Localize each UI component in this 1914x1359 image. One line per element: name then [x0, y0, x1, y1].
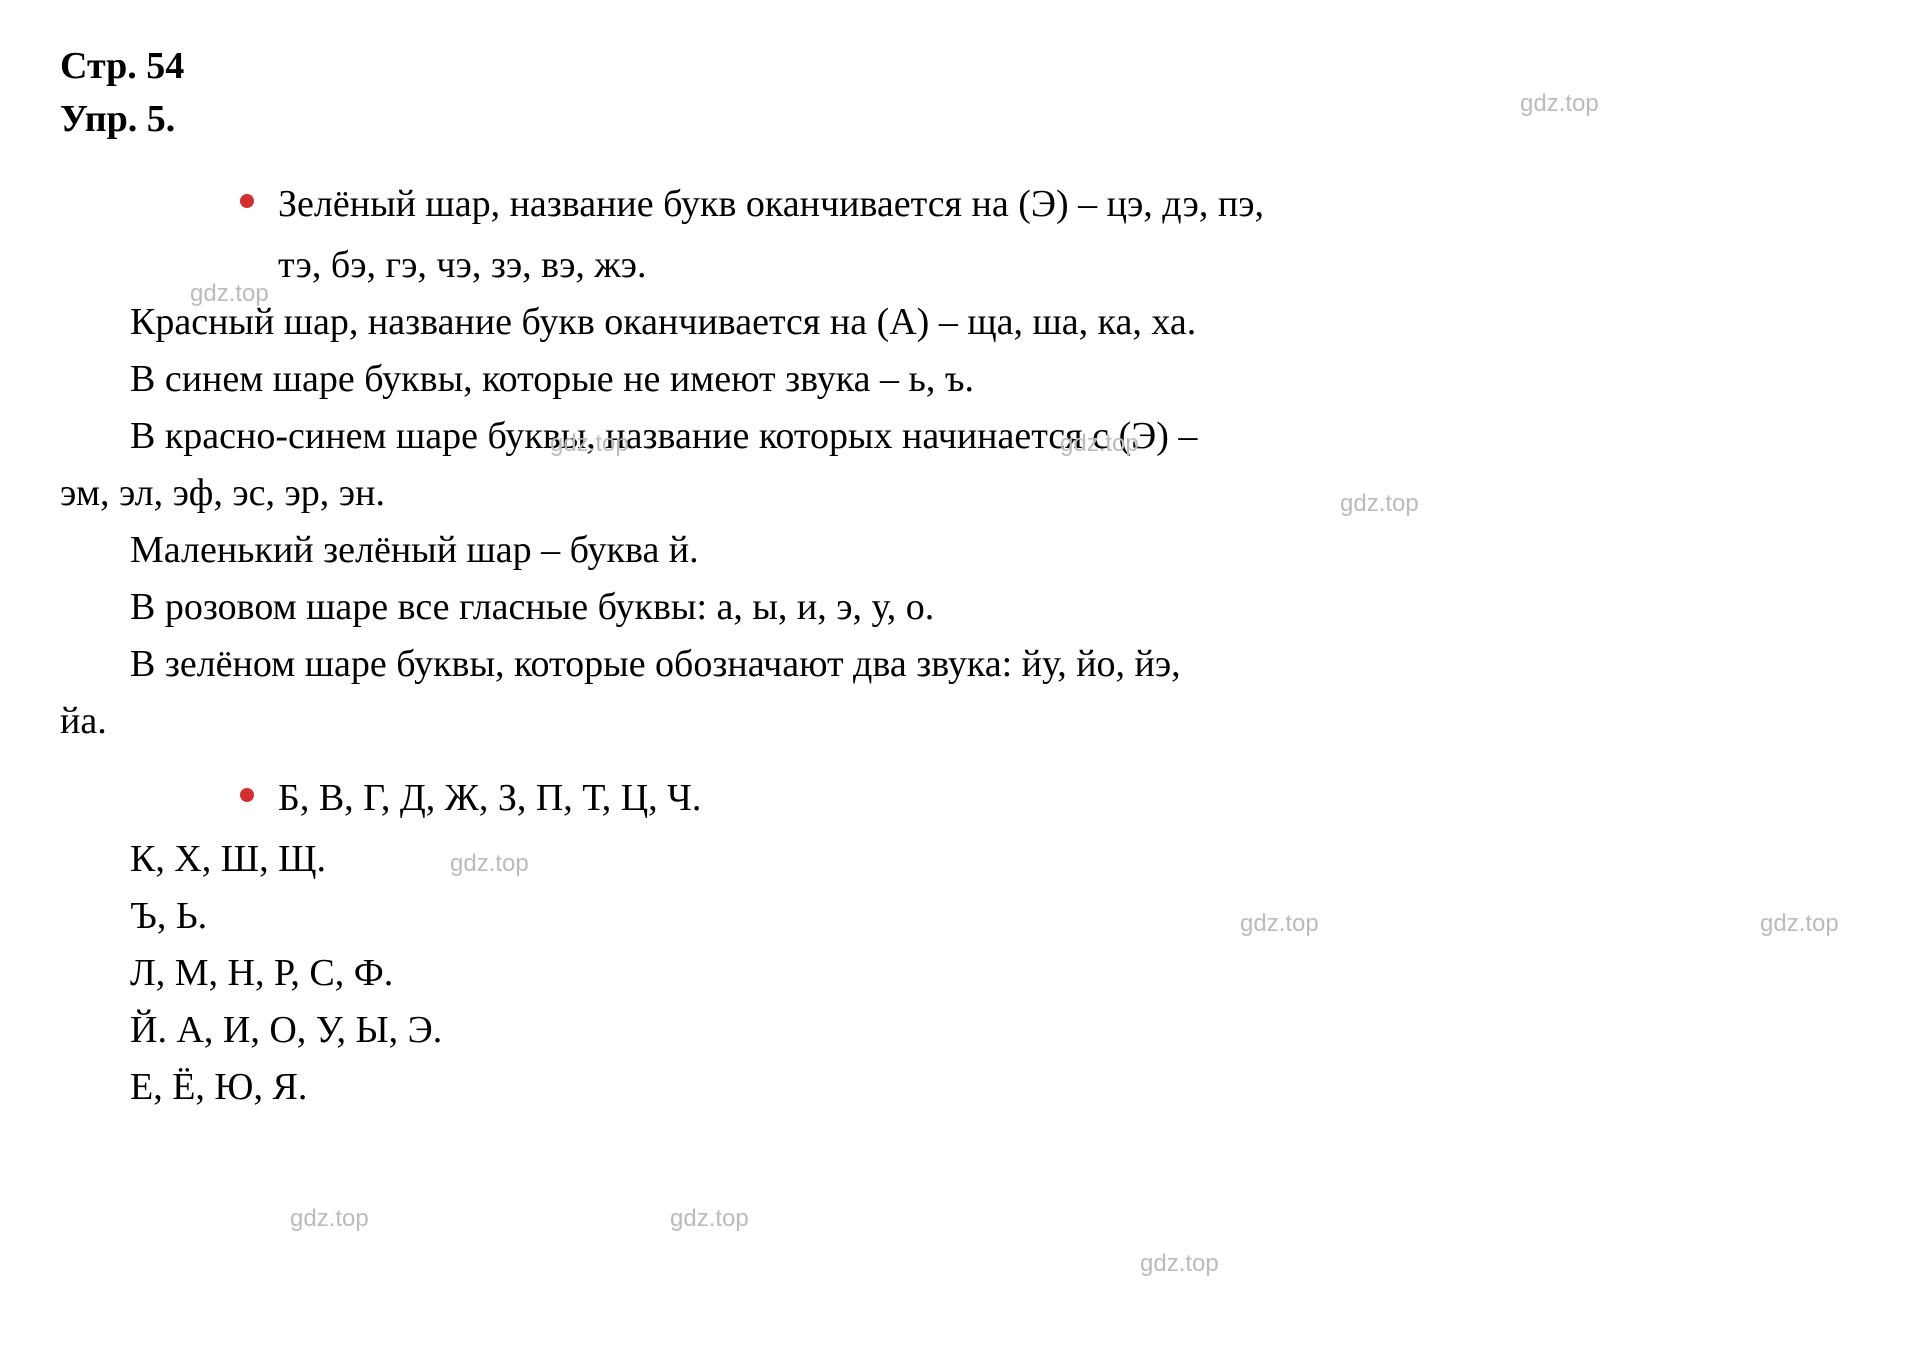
- text-line: К, Х, Ш, Щ.: [60, 831, 1854, 888]
- text-line: В синем шаре буквы, которые не имеют зву…: [60, 351, 1854, 408]
- text-line: Л, М, Н, Р, С, Ф.: [60, 945, 1854, 1002]
- bullet-dot-icon: [240, 194, 254, 208]
- text-line: йа.: [60, 693, 1854, 750]
- section-2: Б, В, Г, Д, Ж, З, П, Т, Ц, Ч. К, Х, Ш, Щ…: [60, 770, 1854, 1116]
- watermark: gdz.top: [670, 1205, 749, 1233]
- exercise-number: Упр. 5.: [60, 93, 1854, 146]
- text-line: Ъ, Ь.: [60, 888, 1854, 945]
- bullet-text: Зелёный шар, название букв оканчивается …: [278, 176, 1264, 233]
- section-1: Зелёный шар, название букв оканчивается …: [60, 176, 1854, 750]
- text-line: Маленький зелёный шар – буква й.: [60, 522, 1854, 579]
- text-line: Е, Ё, Ю, Я.: [60, 1059, 1854, 1116]
- bullet-text: Б, В, Г, Д, Ж, З, П, Т, Ц, Ч.: [278, 770, 701, 827]
- watermark: gdz.top: [290, 1205, 369, 1233]
- text-line: В зелёном шаре буквы, которые обозначают…: [60, 636, 1854, 693]
- text-line: В розовом шаре все гласные буквы: а, ы, …: [60, 579, 1854, 636]
- bullet-item: Б, В, Г, Д, Ж, З, П, Т, Ц, Ч.: [60, 770, 1854, 827]
- text-line: Й. А, И, О, У, Ы, Э.: [60, 1002, 1854, 1059]
- text-line: эм, эл, эф, эс, эр, эн.: [60, 465, 1854, 522]
- document-header: Стр. 54 Упр. 5.: [60, 40, 1854, 146]
- text-line: Красный шар, название букв оканчивается …: [60, 294, 1854, 351]
- page-number: Стр. 54: [60, 40, 1854, 93]
- text-line: В красно-синем шаре буквы, название кото…: [60, 408, 1854, 465]
- document-content: gdz.top gdz.top gdz.top gdz.top gdz.top …: [60, 40, 1854, 1116]
- bullet-dot-icon: [240, 788, 254, 802]
- watermark: gdz.top: [1140, 1250, 1219, 1278]
- bullet-item: Зелёный шар, название букв оканчивается …: [60, 176, 1854, 233]
- text-line: тэ, бэ, гэ, чэ, зэ, вэ, жэ.: [60, 237, 1854, 294]
